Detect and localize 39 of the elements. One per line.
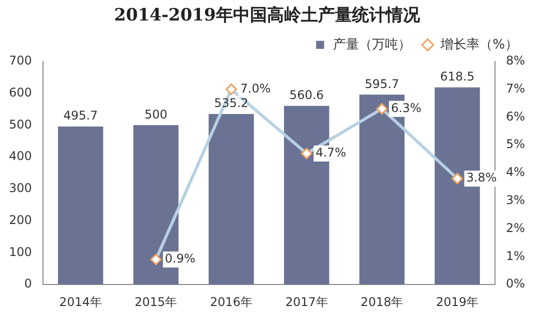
x-tick-label: 2015年 bbox=[134, 294, 178, 309]
y-tick-label: 700 bbox=[9, 54, 32, 68]
y-tick-label: 500 bbox=[9, 117, 32, 132]
data-label: 6.3% bbox=[390, 100, 422, 115]
data-label: 4.7% bbox=[316, 146, 346, 160]
legend-label: 增长率（%） bbox=[440, 36, 518, 52]
y2-tick-label: 5% bbox=[506, 137, 526, 152]
y-tick-label: 300 bbox=[9, 181, 32, 196]
bar bbox=[208, 114, 254, 285]
data-label: 535.2 bbox=[214, 96, 248, 110]
y2-tick-label: 3% bbox=[506, 193, 526, 208]
y2-tick-label: 7% bbox=[506, 81, 526, 96]
y2-tick-label: 0% bbox=[506, 276, 526, 291]
y2-tick-label: 8% bbox=[506, 54, 526, 68]
y-tick-label: 600 bbox=[9, 85, 32, 100]
x-tick-label: 2014年 bbox=[59, 294, 102, 309]
x-tick-label: 2019年 bbox=[436, 294, 479, 309]
y2-tick-label: 1% bbox=[506, 248, 526, 263]
y-tick-label: 200 bbox=[9, 212, 32, 227]
data-label: 560.6 bbox=[289, 88, 324, 102]
x-tick-label: 2018年 bbox=[360, 294, 404, 309]
y2-tick-label: 6% bbox=[506, 109, 526, 124]
y2-tick-label: 2% bbox=[506, 220, 526, 235]
data-label: 3.8% bbox=[466, 170, 497, 185]
data-label: 0.9% bbox=[164, 252, 196, 266]
data-label: 595.7 bbox=[364, 76, 400, 91]
x-tick-label: 2016年 bbox=[210, 294, 253, 309]
x-tick-label: 2017年 bbox=[285, 294, 328, 309]
y2-tick-label: 4% bbox=[506, 165, 526, 180]
data-label: 495.7 bbox=[63, 108, 98, 123]
bar bbox=[58, 126, 104, 285]
data-label: 618.5 bbox=[440, 70, 474, 84]
data-label: 7.0% bbox=[240, 81, 271, 96]
data-label: 500 bbox=[144, 107, 168, 122]
y-tick-label: 100 bbox=[9, 244, 32, 259]
legend-label: 产量（万吨） bbox=[333, 37, 412, 52]
y-tick-label: 0 bbox=[24, 276, 32, 291]
chart-title: 2014-2019年中国高岭土产量统计情况 bbox=[114, 6, 421, 26]
y-tick-label: 400 bbox=[9, 149, 32, 164]
